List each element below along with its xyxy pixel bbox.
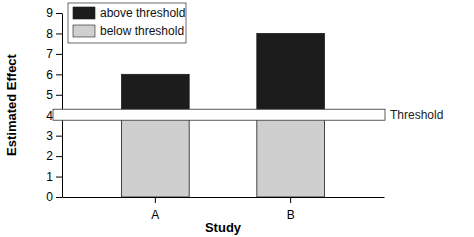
bar-segment (257, 115, 325, 197)
x-tick-mark (290, 197, 291, 203)
y-tick-mark (56, 95, 62, 96)
y-tick: 0 (46, 190, 62, 204)
y-tick-label: 2 (46, 149, 53, 163)
y-tick: 2 (46, 149, 62, 163)
y-tick-label: 7 (46, 47, 53, 61)
x-tick-label: B (287, 208, 295, 222)
y-tick-mark (56, 197, 62, 198)
legend-box (68, 3, 186, 43)
y-tick-mark (56, 54, 62, 55)
y-axis: 0 1 2 3 4 5 6 7 8 9 (46, 6, 62, 204)
legend: above threshold below threshold (68, 3, 186, 43)
y-tick: 7 (46, 47, 62, 61)
x-axis: AB (63, 197, 385, 222)
y-tick: 1 (46, 170, 62, 184)
y-tick-mark (56, 13, 62, 14)
legend-swatch (73, 25, 95, 37)
y-tick-label: 5 (46, 88, 53, 102)
y-axis-title: Estimated Effect (4, 53, 19, 156)
y-tick-label: 4 (46, 109, 53, 123)
y-tick-mark (56, 177, 62, 178)
x-tick: B (287, 197, 295, 222)
y-tick-mark (56, 136, 62, 137)
x-tick: A (151, 197, 159, 222)
y-tick-mark (56, 74, 62, 75)
x-tick-label: A (151, 208, 159, 222)
x-axis-title: Study (205, 220, 242, 235)
y-tick: 9 (46, 6, 62, 20)
y-tick: 5 (46, 88, 62, 102)
y-tick-label: 1 (46, 170, 53, 184)
y-axis-line (62, 14, 63, 198)
y-tick: 8 (46, 27, 62, 41)
y-tick-label: 9 (46, 6, 53, 20)
bar-segment (122, 115, 190, 197)
threshold-band (53, 109, 385, 120)
y-tick: 3 (46, 129, 62, 143)
y-tick: 6 (46, 68, 62, 82)
y-tick-label: 6 (46, 68, 53, 82)
y-tick-label: 0 (46, 190, 53, 204)
threshold-label: Threshold (390, 108, 443, 122)
chart: 0123456789ABThresholdEstimated EffectStu… (0, 0, 474, 237)
y-tick-label: 8 (46, 27, 53, 41)
y-tick-mark (56, 156, 62, 157)
y-tick-mark (56, 33, 62, 34)
legend-label: above threshold (100, 6, 185, 20)
legend-label: below threshold (100, 24, 184, 38)
bar-segment (257, 33, 325, 115)
y-tick-label: 3 (46, 129, 53, 143)
legend-swatch (73, 7, 95, 19)
x-tick-mark (155, 197, 156, 203)
x-axis-line (63, 197, 385, 198)
